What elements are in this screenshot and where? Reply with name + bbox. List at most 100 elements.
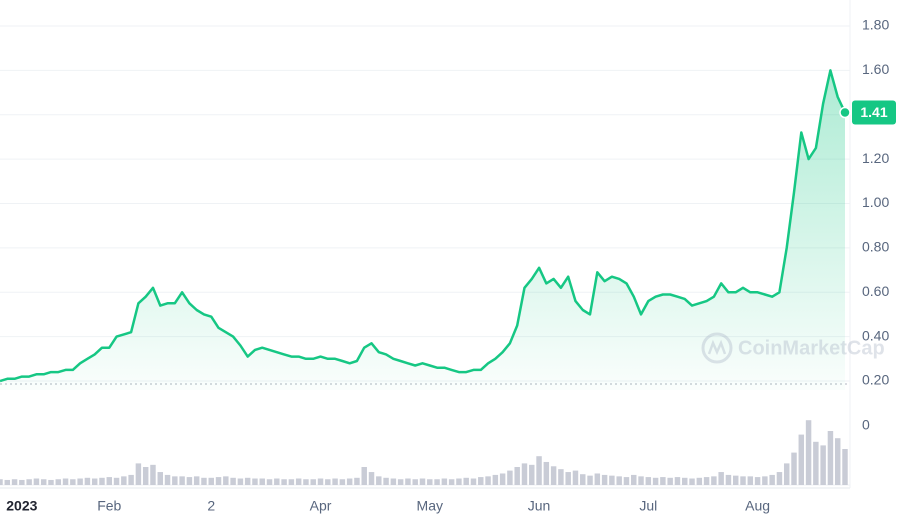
y-tick-label: 1.20 [862,150,889,166]
volume-bar [725,474,732,485]
volume-bar [106,477,112,485]
current-price-label: 1.41 [860,104,887,120]
volume-bar [427,479,433,485]
volume-bar [827,431,834,485]
volume-bar [711,476,717,485]
volume-bar [682,477,688,485]
y-tick-label: 1.60 [862,61,889,77]
volume-bar [740,476,746,485]
volume-bar [84,477,91,485]
volume-bar [11,479,18,485]
volume-bar [456,478,462,485]
volume-bar [783,463,790,485]
volume-bar [543,461,550,485]
volume-bar [295,478,302,485]
volume-bar [580,474,586,485]
volume-bar [99,477,105,485]
volume-bar [834,438,841,485]
volume-bar [201,477,207,485]
volume-bar [77,478,83,485]
volume-bar [623,477,630,485]
volume-bar [747,476,754,485]
y-tick-label: 0.60 [862,283,889,299]
x-tick-label: 2 [207,498,215,514]
volume-bar [259,478,265,485]
volume-bar [536,456,542,485]
volume-bar [718,472,724,485]
volume-bar [696,477,703,485]
watermark-text: CoinMarketCap [738,337,885,359]
volume-bar [164,474,171,485]
volume-bar [478,477,484,485]
volume-bar [48,479,54,485]
volume-bar [609,475,615,485]
volume-bar [703,477,710,485]
volume-bar [813,441,819,485]
volume-bar [441,478,448,485]
y-tick-label: 1.00 [862,194,889,210]
volume-bar [587,475,593,485]
volume-bar [19,479,25,485]
volume-bar [638,476,644,485]
volume-bar [135,463,142,485]
volume-bar [805,420,812,485]
volume-bar [91,478,98,485]
y-tick-label: 0.20 [862,372,889,388]
volume-bar [266,479,273,485]
volume-bar [368,472,375,485]
volume-bar [601,474,608,485]
volume-bar [689,478,695,485]
volume-bar [0,479,3,485]
volume-bar [529,464,535,485]
volume-bar [26,479,32,485]
volume-bar [70,479,76,485]
volume-bar [346,478,353,485]
volume-bar [339,479,346,485]
volume-bar [631,474,637,485]
volume-bar [33,478,40,485]
volume-bar [791,452,797,485]
volume-bar [113,477,120,485]
volume-bar [397,479,404,485]
volume-bar [492,474,499,485]
volume-bar [820,445,826,485]
volume-bar [674,477,681,485]
x-tick-label: Apr [310,498,332,514]
volume-tick-label: 0 [862,417,870,433]
volume-bar [448,479,455,485]
volume-bar [376,476,382,485]
volume-bar [128,474,134,485]
volume-bar [4,479,11,485]
volume-bar [842,449,848,485]
volume-bar [762,476,768,485]
volume-bar [405,478,411,485]
volume-bar [419,478,426,485]
volume-bar [354,477,360,485]
volume-bar [230,477,236,485]
volume-bar [550,466,557,485]
volume-bar [317,478,324,485]
volume-bar [361,467,367,485]
volume-bar [252,478,258,485]
watermark: CoinMarketCap [701,332,885,364]
x-tick-label: 2023 [6,498,37,514]
y-tick-label: 0.80 [862,239,889,255]
volume-bar [667,477,673,485]
volume-bar [208,477,214,485]
y-tick-label: 0.40 [862,327,889,343]
volume-bar [288,479,295,485]
volume-bar [274,478,280,485]
volume-bar [594,473,601,485]
volume-bar [733,475,739,485]
volume-bar [798,434,805,485]
volume-bar [754,477,761,485]
volume-bar [193,476,200,485]
x-tick-label: Aug [745,498,770,514]
volume-bar [565,472,571,485]
volume-bar [215,477,222,485]
volume-bar [121,476,127,485]
volume-bar [383,477,389,485]
volume-bar [660,477,666,485]
current-price-badge [852,100,896,125]
